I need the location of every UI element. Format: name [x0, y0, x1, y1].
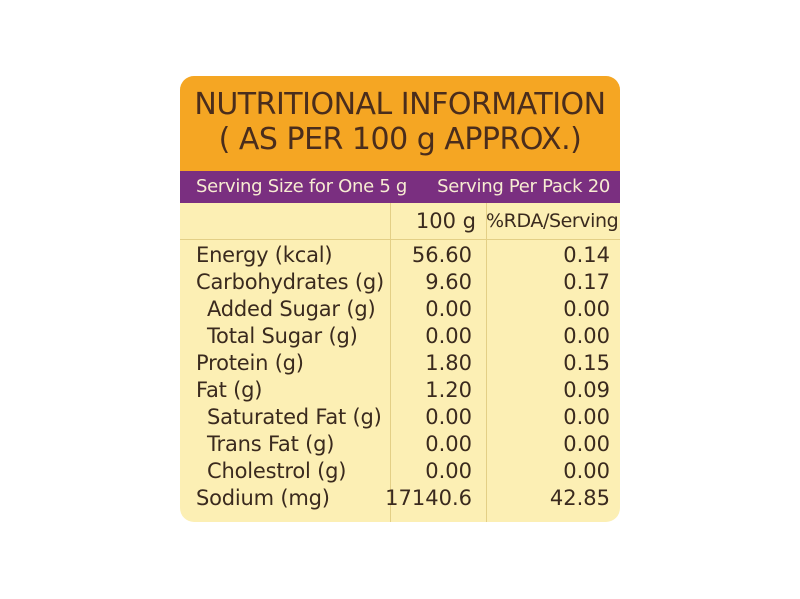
- value-100g: 0.00: [425, 405, 472, 429]
- nutrient-row: Protein (g) 1.80 0.15: [180, 351, 620, 378]
- value-100g: 1.20: [425, 378, 472, 402]
- value-100g: 56.60: [411, 243, 472, 267]
- nutrient-row: Saturated Fat (g) 0.00 0.00: [180, 405, 620, 432]
- column-header-100g: 100 g: [415, 209, 476, 233]
- nutrition-header: NUTRITIONAL INFORMATION ( AS PER 100 g A…: [180, 76, 620, 171]
- value-rda: 0.00: [563, 297, 610, 321]
- nutrient-name: Cholestrol (g): [207, 459, 347, 483]
- serving-band: Serving Size for One 5 g Serving Per Pac…: [180, 171, 620, 203]
- value-100g: 9.60: [425, 270, 472, 294]
- nutrient-row: Added Sugar (g) 0.00 0.00: [180, 297, 620, 324]
- nutrient-name: Protein (g): [196, 351, 304, 375]
- nutrient-row: Fat (g) 1.20 0.09: [180, 378, 620, 405]
- nutrient-row: Carbohydrates (g) 9.60 0.17: [180, 270, 620, 297]
- value-100g: 1.80: [425, 351, 472, 375]
- nutrient-name: Added Sugar (g): [207, 297, 376, 321]
- nutrient-row: Total Sugar (g) 0.00 0.00: [180, 324, 620, 351]
- value-rda: 42.85: [549, 486, 610, 510]
- nutrient-name: Total Sugar (g): [207, 324, 358, 348]
- value-rda: 0.00: [563, 324, 610, 348]
- value-100g: 0.00: [425, 324, 472, 348]
- value-rda: 0.15: [563, 351, 610, 375]
- nutrient-row: Sodium (mg) 17140.6 42.85: [180, 486, 620, 513]
- nutrient-name: Carbohydrates (g): [196, 270, 384, 294]
- value-100g: 17140.6: [385, 486, 472, 510]
- nutrient-name: Energy (kcal): [196, 243, 333, 267]
- column-divider-2: [486, 203, 487, 522]
- nutrient-row: Energy (kcal) 56.60 0.14: [180, 243, 620, 270]
- value-rda: 0.09: [563, 378, 610, 402]
- column-divider-1: [390, 203, 391, 522]
- serving-per-pack: Serving Per Pack 20: [437, 176, 610, 197]
- column-header-rda: %RDA/Serving: [486, 210, 619, 232]
- header-row-divider: [180, 239, 620, 240]
- value-100g: 0.00: [425, 459, 472, 483]
- title-line-1: NUTRITIONAL INFORMATION: [194, 87, 606, 122]
- value-rda: 0.00: [563, 432, 610, 456]
- value-rda: 0.14: [563, 243, 610, 267]
- value-rda: 0.17: [563, 270, 610, 294]
- nutrient-name: Trans Fat (g): [207, 432, 335, 456]
- nutrition-panel: NUTRITIONAL INFORMATION ( AS PER 100 g A…: [180, 76, 620, 522]
- value-100g: 0.00: [425, 432, 472, 456]
- serving-size: Serving Size for One 5 g: [196, 176, 408, 197]
- nutrient-row: Trans Fat (g) 0.00 0.00: [180, 432, 620, 459]
- value-100g: 0.00: [425, 297, 472, 321]
- title-line-2: ( AS PER 100 g APPROX.): [218, 122, 582, 157]
- nutrient-name: Fat (g): [196, 378, 263, 402]
- nutrient-name: Saturated Fat (g): [207, 405, 382, 429]
- nutrient-row: Cholestrol (g) 0.00 0.00: [180, 459, 620, 486]
- value-rda: 0.00: [563, 405, 610, 429]
- value-rda: 0.00: [563, 459, 610, 483]
- nutrient-name: Sodium (mg): [196, 486, 330, 510]
